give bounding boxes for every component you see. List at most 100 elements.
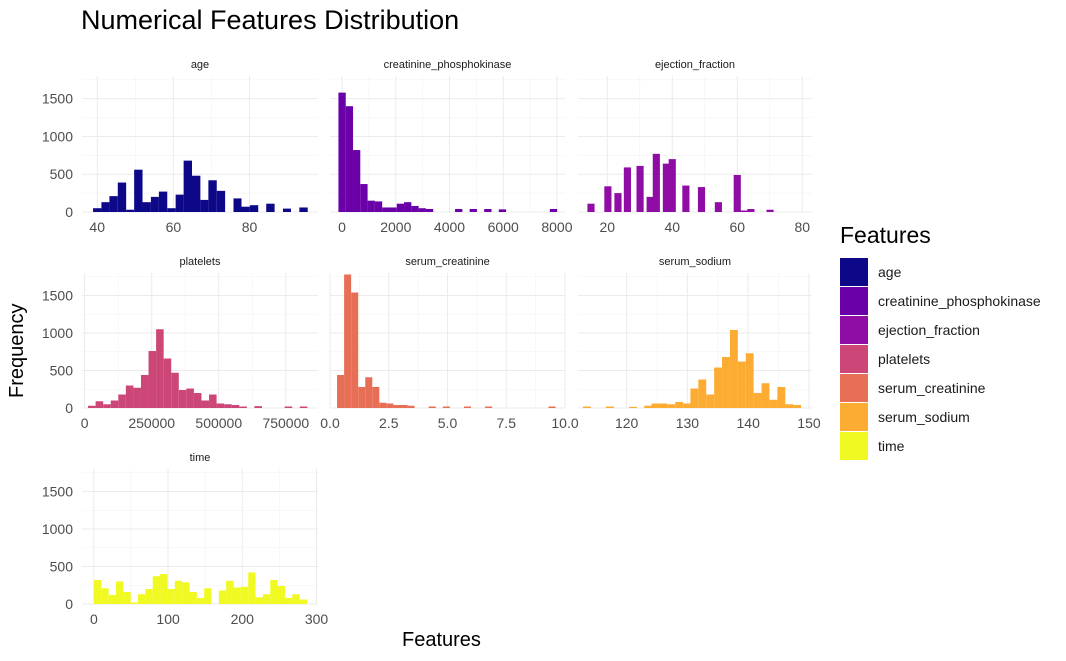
histogram-bar [651,403,660,408]
x-tick-label: 40 [664,219,680,235]
histogram-bar [662,163,670,212]
histogram-bar [208,180,217,212]
x-tick-label: 0 [338,219,346,235]
histogram-bar [745,353,754,408]
histogram-bar [706,394,715,408]
histogram-bar [389,207,397,212]
histogram-bar [158,191,168,212]
facet-label: platelets [180,256,221,268]
histogram-bar [337,375,345,408]
histogram-bar [140,375,149,408]
histogram-bar [201,400,210,408]
facet-label: serum_sodium [659,256,731,268]
x-tick-label: 200 [231,611,255,627]
histogram-bar [142,202,151,212]
x-tick-label: 500000 [195,415,242,431]
histogram-bar [374,201,383,212]
facet-label: serum_creatinine [405,256,489,268]
y-tick-label: 1000 [42,521,73,537]
legend-item-serum_creatinine: serum_creatinine [840,373,1041,402]
facet-label: time [190,452,211,464]
histogram-bar [785,404,794,408]
x-tick-label: 0 [90,611,98,627]
histogram-bar [163,358,172,408]
legend-item-serum_sodium: serum_sodium [840,402,1041,431]
histogram-bar [255,597,263,604]
chart-title: Numerical Features Distribution [81,5,460,35]
histogram-bar [365,377,373,408]
histogram-bar [156,329,164,408]
facet-label: creatinine_phosphokinase [384,59,512,71]
histogram-bar [277,586,285,604]
histogram-bar [182,582,190,604]
histogram-bar [690,388,699,408]
facet-serum_creatinine: serum_creatinine 0.0 2.5 5.0 7.5 10.0 [320,256,579,431]
legend-item-creatinine_phosphokinase: creatinine_phosphokinase [840,286,1041,315]
histogram-bar [200,199,209,212]
facet-serum_sodium: serum_sodium 120 130 140 150 [578,256,821,431]
histogram-bar [110,400,119,408]
y-tick-label: 1000 [42,128,73,144]
histogram-bar [629,406,637,408]
facet-age: age 0 500 1000 1500 40 60 80 [42,59,318,235]
histogram-bar [455,208,463,212]
histogram-bar [733,174,741,212]
x-tick-label: 60 [166,219,182,235]
histogram-bar [216,190,226,212]
histogram-bar [216,403,225,408]
histogram-bar [152,576,161,604]
histogram-bar [714,367,723,408]
histogram-bar [175,194,184,212]
histogram-bar [109,196,118,212]
histogram-bar [108,595,116,604]
histogram-bar [498,209,507,212]
histogram-bar [484,208,492,212]
y-tick-label: 500 [50,559,74,575]
legend-item-time: time [840,431,1041,460]
legend-swatch [840,431,868,460]
histogram-bar [95,401,104,408]
histogram-bar [463,406,471,408]
legend-title: Features [840,222,931,248]
histogram-bar [351,292,359,408]
histogram-bar [241,206,250,212]
x-tick-label: 80 [794,219,810,235]
y-tick-label: 0 [65,204,73,220]
histogram-bar [407,405,415,408]
histogram-bar [623,167,631,212]
histogram-bar [769,399,778,408]
histogram-bar [722,357,730,408]
histogram-bar [93,580,102,604]
histogram-bar [338,92,346,212]
x-tick-label: 140 [737,415,761,431]
histogram-bar [360,184,368,212]
histogram-bar [379,402,387,408]
histogram-bar [138,594,146,604]
histogram-bar [698,379,707,408]
histogram-bar [192,175,201,212]
histogram-bar [766,209,774,212]
histogram-bar [652,153,660,212]
histogram-bar [646,196,654,212]
histogram-bar [254,406,262,408]
histogram-bar [344,274,352,408]
histogram-bar [126,209,135,212]
histogram-bar [117,182,127,212]
histogram-bar [753,393,762,408]
y-tick-label: 1500 [42,288,73,304]
histogram-bar [737,361,746,408]
histogram-bar [668,159,676,212]
x-tick-label: 5.0 [438,415,458,431]
histogram-bar [372,387,380,408]
histogram-bar [183,160,193,212]
x-tick-label: 130 [676,415,700,431]
histogram-bar [636,165,644,212]
histogram-bar [485,406,493,408]
legend-label: ejection_fraction [878,321,980,338]
histogram-bar [614,193,622,212]
y-tick-label: 0 [65,400,73,416]
histogram-bar [239,406,247,408]
histogram-bar [386,403,394,408]
histogram-bar [729,330,738,408]
